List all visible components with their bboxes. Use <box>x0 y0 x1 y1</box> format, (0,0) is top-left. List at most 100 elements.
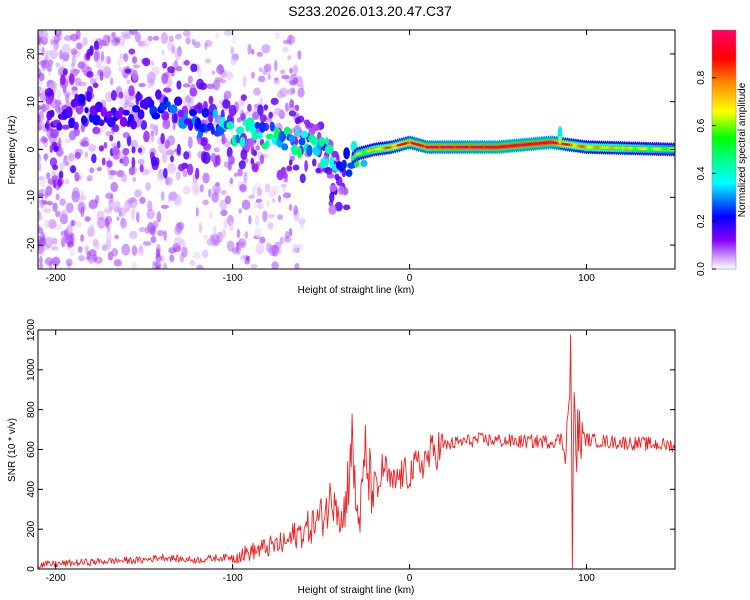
spectrogram-cell <box>131 156 136 169</box>
spectrogram-noise-cell <box>109 201 116 208</box>
spectrogram-noise-cell <box>126 79 131 85</box>
spectrogram-noise-cell <box>94 241 100 250</box>
spectrogram-cell <box>139 164 144 173</box>
spectrogram-ridge-cell <box>68 117 76 129</box>
spectrogram-noise-cell <box>88 201 95 209</box>
spectrogram-noise-cell <box>107 42 115 47</box>
spectrogram-noise-cell <box>78 254 85 262</box>
spectrogram-y-axis-label: Frequency (Hz) <box>7 116 18 185</box>
spectrogram-noise-cell <box>143 38 151 50</box>
spectrogram-cell <box>137 147 143 154</box>
spectrogram-cell <box>210 152 217 163</box>
spectrogram-noise-cell <box>151 60 155 67</box>
spectrogram-cell <box>51 175 59 181</box>
spectrogram-noise-cell <box>169 254 175 262</box>
spectrogram-noise-cell <box>256 187 263 197</box>
spectrogram-noise-cell <box>230 56 237 66</box>
spectrogram-noise-cell <box>139 196 146 204</box>
spectrogram-cell <box>93 50 99 62</box>
spectrogram-noise-cell <box>40 115 45 122</box>
spectrogram-noise-cell <box>174 48 182 61</box>
spectrogram-noise-cell <box>288 203 293 212</box>
spectrogram-cell <box>183 59 190 66</box>
spectrogram-noise-cell <box>237 100 246 108</box>
spectrogram-ridge-cell <box>259 121 266 133</box>
spectrogram-ridge-cell <box>251 131 259 141</box>
spectrogram-noise-cell <box>136 246 145 257</box>
spectrogram-noise-cell <box>198 222 203 234</box>
spectrogram-cell <box>255 145 261 151</box>
spectrogram-noise-cell <box>292 64 299 75</box>
spectrogram-noise-cell <box>219 79 227 84</box>
spectrogram-noise-cell <box>274 32 281 40</box>
spectrogram-noise-cell <box>166 163 176 174</box>
spectrogram-ridge-cell <box>235 126 245 135</box>
spectrogram-noise-cell <box>185 37 191 45</box>
spectrogram-noise-cell <box>289 67 293 74</box>
spectrogram-noise-cell <box>251 71 255 79</box>
spectrogram-noise-cell <box>220 209 228 217</box>
spectrogram-noise-cell <box>239 183 247 193</box>
spectrogram-cell <box>49 157 58 167</box>
figure-title: S233.2026.013.20.47.C37 <box>288 3 452 19</box>
spectrogram-cell <box>202 152 211 164</box>
spectrogram-noise-cell <box>202 172 210 184</box>
snr-x-ticks: -200 -100 0 100 <box>46 330 595 584</box>
spectrogram-x-tick-label: 0 <box>407 273 413 284</box>
spectrogram-ridge-cell <box>173 96 183 107</box>
spectrogram-cell <box>297 115 305 123</box>
spectrogram-noise-cell <box>132 176 137 182</box>
spectrogram-cell <box>161 111 170 121</box>
spectrogram-cell <box>199 137 208 147</box>
spectrogram-cell <box>44 87 54 97</box>
spectrogram-noise-cell <box>38 199 43 208</box>
spectrogram-noise-cell <box>44 257 54 266</box>
spectrogram-noise-cell <box>179 239 186 248</box>
snr-panel: -200 -100 0 100 0 200 400 600 800 1000 1200 Heigh… <box>7 318 676 596</box>
spectrogram-cell <box>334 201 343 212</box>
spectrogram-noise-cell <box>284 230 290 240</box>
spectrogram-noise-cell <box>288 79 297 86</box>
spectrogram-cell <box>118 91 124 99</box>
spectrogram-noise-cell <box>79 196 84 202</box>
spectrogram-noise-cell <box>250 263 258 269</box>
colorbar-ticks: 0.0 0.2 0.4 0.6 0.8 <box>696 70 716 276</box>
spectrogram-noise-cell <box>297 50 302 60</box>
spectrogram-band-cell <box>353 154 357 158</box>
spectrogram-cell <box>280 166 287 179</box>
snr-x-tick-label: -100 <box>223 573 243 584</box>
spectrogram-noise-cell <box>38 106 43 111</box>
spectrogram-noise-cell <box>155 265 160 269</box>
spectrogram-noise-cell <box>156 211 162 223</box>
spectrogram-noise-cell <box>67 240 75 248</box>
spectrogram-noise-cell <box>162 262 168 269</box>
spectrogram-noise-cell <box>213 147 220 153</box>
spectrogram-ridge-cell <box>310 136 319 146</box>
spectrogram-noise-cell <box>160 191 165 201</box>
spectrogram-noise-cell <box>127 102 135 108</box>
spectrogram-ridge-cell <box>119 116 128 128</box>
spectrogram-ridge-cell <box>201 107 210 118</box>
spectrogram-cell <box>116 140 121 149</box>
spectrogram-noise-cell <box>259 236 266 244</box>
spectrogram-noise-cell <box>145 182 151 191</box>
spectrogram-ridge-cell <box>324 137 329 145</box>
colorbar-tick-label: 0.6 <box>696 118 707 132</box>
spectrogram-noise-cell <box>229 177 234 184</box>
spectrogram-noise-cell <box>192 251 201 259</box>
spectrogram-ridge-cell <box>136 91 141 102</box>
spectrogram-cell <box>122 131 130 139</box>
spectrogram-cell <box>221 133 226 145</box>
spectrogram-noise-cell <box>172 242 181 253</box>
spectrogram-cell <box>304 160 309 172</box>
spectrogram-cell <box>238 160 246 170</box>
spectrogram-noise-cell <box>202 199 209 206</box>
spectrogram-cell <box>62 68 68 76</box>
colorbar-tick-label: 0.0 <box>696 262 707 276</box>
spectrogram-noise-cell <box>161 152 168 164</box>
spectrogram-ridge-cell <box>265 133 274 140</box>
spectrogram-cell <box>240 113 246 122</box>
spectrogram-noise-cell <box>286 88 296 95</box>
spectrogram-noise-cell <box>77 246 83 253</box>
spectrogram-cell <box>286 165 293 172</box>
